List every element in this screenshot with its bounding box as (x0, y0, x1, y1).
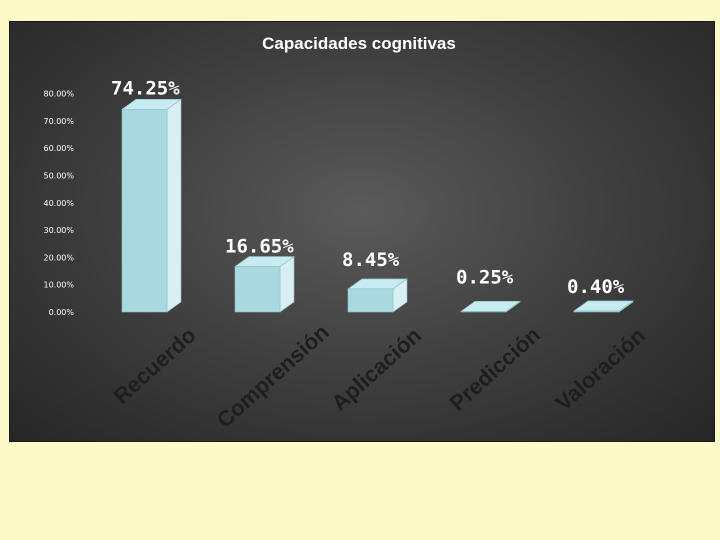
y-tick-label: 20.00% (43, 253, 74, 262)
y-tick-label: 10.00% (43, 281, 74, 290)
bar-top (573, 300, 634, 312)
y-axis: 0.00% 10.00% 20.00% 30.00% 40.00% 50.00% 60.00… (43, 90, 74, 317)
category-label: Recuerdo (109, 322, 201, 408)
bar-side (166, 98, 182, 313)
data-label: 8.45% (342, 249, 400, 271)
y-tick-label: 60.00% (43, 144, 74, 153)
bar (121, 98, 182, 313)
y-tick-label: 30.00% (43, 226, 74, 235)
y-tick-label: 80.00% (43, 90, 74, 99)
data-label: 0.40% (567, 276, 625, 298)
bar-front (573, 310, 620, 313)
bar (234, 255, 295, 313)
y-tick-label: 0.00% (49, 308, 75, 317)
bar-top (460, 301, 521, 312)
category-label: Predicción (445, 322, 545, 416)
bar-front (347, 288, 394, 313)
category-label: Comprensión (212, 319, 334, 432)
y-tick-label: 40.00% (43, 199, 74, 208)
data-labels: 74.25% 16.65% 8.45% 0.25% 0.40% (111, 77, 625, 298)
chart-title: Capacidades cognitivas (262, 34, 456, 53)
data-label: 74.25% (111, 77, 180, 99)
chart-panel: Capacidades cognitivas 0.00% 10.00% 20.00%… (9, 21, 715, 442)
y-tick-label: 70.00% (43, 117, 74, 126)
data-label: 16.65% (225, 236, 294, 258)
bar-front (460, 311, 507, 313)
bar-series (121, 98, 634, 313)
bar (573, 300, 634, 313)
bar-chart: Capacidades cognitivas 0.00% 10.00% 20.00%… (43, 34, 650, 433)
y-tick-label: 50.00% (43, 172, 74, 181)
bar-front (234, 266, 281, 313)
bar (460, 300, 521, 313)
bar-front (121, 108, 168, 313)
category-label: Valoración (551, 323, 650, 416)
bar (347, 278, 408, 313)
data-label: 0.25% (456, 266, 514, 288)
category-label: Aplicación (327, 323, 426, 416)
